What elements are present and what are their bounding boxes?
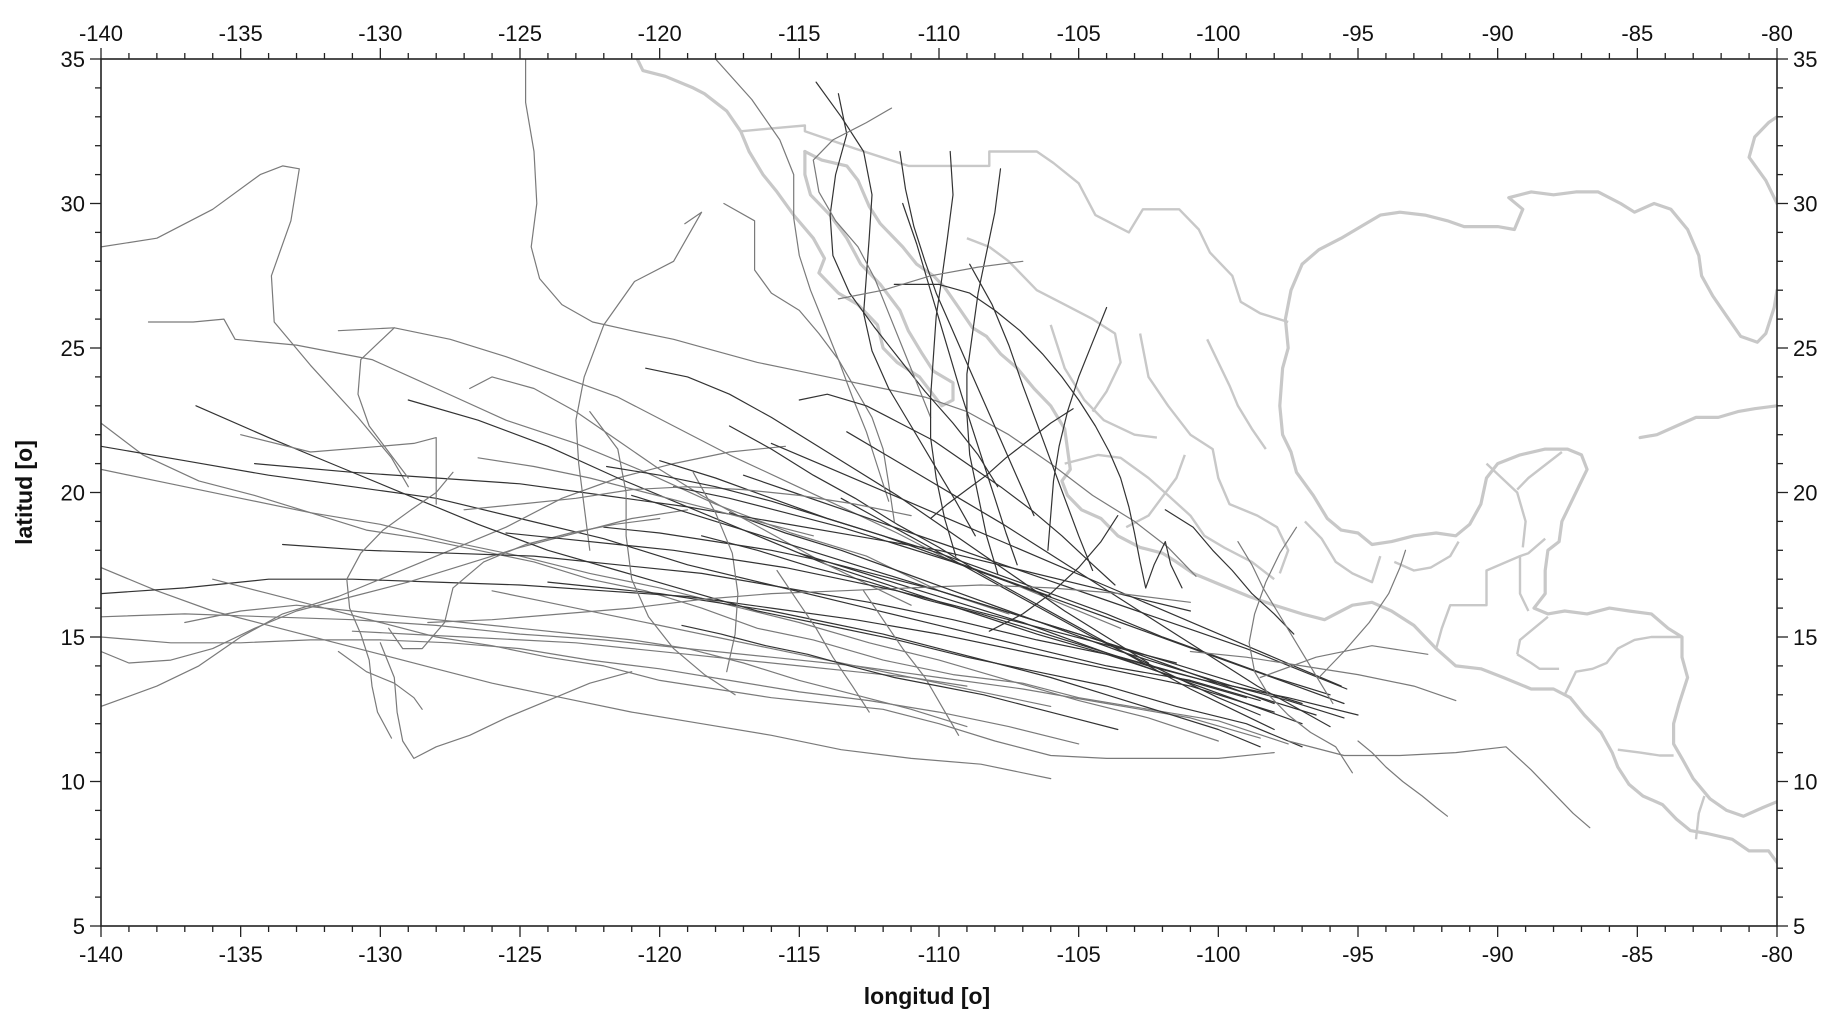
x-tick-label: -105 — [1057, 942, 1101, 967]
y-tick-label: 5 — [73, 914, 85, 939]
storm-track-67 — [1165, 510, 1294, 634]
coastline-2 — [805, 152, 1777, 863]
storm-track-30 — [900, 152, 1034, 516]
storm-track-19 — [358, 328, 408, 478]
storm-tracks — [101, 59, 1590, 828]
storm-track-8 — [101, 614, 1260, 738]
y-tick-label: 15 — [61, 625, 85, 650]
left-axis: 5 10 15 20 25 30 35 — [61, 47, 101, 939]
y-tick-label-right: 35 — [1793, 47, 1817, 72]
basemap-state-borders — [741, 126, 1705, 840]
x-tick-label-top: -125 — [498, 21, 542, 46]
storm-track-43 — [660, 461, 1330, 695]
border-line-1 — [741, 126, 1288, 323]
border-line-12 — [1140, 334, 1288, 574]
x-tick-label-top: -110 — [918, 21, 960, 46]
x-tick-label-top: -90 — [1482, 21, 1514, 46]
y-tick-label: 35 — [61, 47, 85, 72]
x-tick-label-top: -130 — [358, 21, 402, 46]
border-line-13 — [1207, 339, 1266, 449]
border-line-7 — [1618, 750, 1674, 756]
storm-track-20 — [408, 400, 1246, 698]
x-tick-label-top: -120 — [638, 21, 682, 46]
y-tick-label: 20 — [61, 481, 85, 506]
border-line-19 — [967, 238, 989, 247]
x-tick-label: -125 — [498, 942, 542, 967]
y-tick-label-right: 5 — [1793, 914, 1805, 939]
border-line-5 — [1517, 617, 1548, 655]
border-line-11 — [989, 247, 1120, 412]
x-tick-label-top: -140 — [79, 21, 123, 46]
border-line-4 — [1517, 654, 1559, 669]
x-tick-label: -140 — [79, 942, 123, 967]
y-tick-label-right: 30 — [1793, 192, 1817, 217]
border-line-6 — [1565, 637, 1682, 695]
storm-track-78 — [338, 652, 422, 710]
x-tick-label-top: -80 — [1761, 21, 1793, 46]
storm-track-14 — [255, 464, 1191, 611]
x-tick-label-top: -115 — [778, 21, 820, 46]
storm-track-53 — [428, 585, 1191, 623]
storm-track-27 — [816, 82, 975, 536]
storm-track-11 — [101, 446, 785, 706]
x-tick-label: -85 — [1621, 942, 1653, 967]
storm-track-12 — [196, 406, 1302, 747]
storm-track-72 — [1288, 741, 1590, 828]
x-tick-label-top: -135 — [219, 21, 263, 46]
basemap-coastlines — [637, 59, 1777, 862]
y-tick-label-right: 20 — [1793, 481, 1817, 506]
x-tick-label-top: -100 — [1196, 21, 1240, 46]
storm-track-66 — [1146, 542, 1182, 588]
y-axis-title: latitud [o] — [11, 440, 37, 545]
x-tick-label: -130 — [358, 942, 402, 967]
y-tick-label: 10 — [61, 770, 85, 795]
storm-track-68 — [1238, 542, 1333, 704]
y-tick-label-right: 10 — [1793, 770, 1817, 795]
storm-track-15 — [283, 545, 1358, 716]
y-tick-label: 30 — [61, 192, 85, 217]
storm-track-25 — [646, 368, 1149, 663]
storm-track-76 — [478, 458, 813, 536]
border-line-10 — [1517, 452, 1562, 490]
top-axis: -140 -135 -130 -125 -120 -115 -110 -105 -100 -95 -… — [79, 21, 1793, 59]
storm-track-4 — [101, 446, 1260, 700]
y-tick-label: 25 — [61, 336, 85, 361]
coastline-4 — [1302, 192, 1777, 342]
right-axis: 5 10 15 20 25 30 35 — [1777, 47, 1817, 939]
x-tick-label: -80 — [1761, 942, 1793, 967]
storm-track-57 — [347, 472, 453, 738]
y-tick-label-right: 25 — [1793, 336, 1817, 361]
x-axis-title: longitud [o] — [864, 983, 990, 1009]
border-line-9 — [1487, 464, 1526, 548]
x-tick-label: -120 — [638, 942, 682, 967]
coastline-5 — [1640, 406, 1777, 438]
x-tick-label: -95 — [1342, 942, 1374, 967]
storm-track-38 — [799, 394, 1115, 585]
storm-track-71 — [1358, 741, 1447, 816]
storm-track-70 — [1319, 550, 1406, 677]
x-tick-label-top: -85 — [1621, 21, 1653, 46]
x-tick-label: -90 — [1482, 942, 1514, 967]
storm-track-24 — [576, 212, 702, 550]
x-tick-label: -115 — [778, 942, 820, 967]
x-tick-label-top: -105 — [1057, 21, 1101, 46]
border-line-3 — [1520, 556, 1528, 611]
bottom-axis: -140 -135 -130 -125 -120 -115 -110 -105 -100 -95 -… — [79, 926, 1793, 967]
storm-track-42 — [744, 475, 1347, 689]
storm-track-54 — [352, 631, 967, 686]
x-tick-label: -110 — [918, 942, 960, 967]
y-tick-label-right: 15 — [1793, 625, 1817, 650]
x-tick-label: -100 — [1196, 942, 1240, 967]
x-tick-label-top: -95 — [1342, 21, 1374, 46]
coastline-3 — [1280, 264, 1777, 816]
coastline-6 — [1749, 117, 1777, 204]
x-tick-label: -135 — [219, 942, 263, 967]
